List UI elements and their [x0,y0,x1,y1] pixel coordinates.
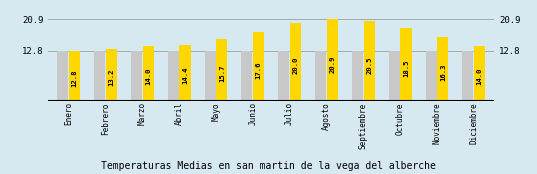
Bar [474,46,485,101]
Bar [241,51,252,101]
Bar [131,51,142,101]
Bar [143,46,154,101]
Bar [216,39,227,101]
Text: 17.6: 17.6 [256,61,262,79]
Bar [364,21,375,101]
Text: 13.2: 13.2 [108,69,114,86]
Text: 20.9: 20.9 [329,55,335,73]
Bar [389,51,400,101]
Text: 14.4: 14.4 [182,67,188,84]
Text: 20.5: 20.5 [366,56,372,74]
Bar [94,51,105,101]
Bar [290,23,301,101]
Text: 18.5: 18.5 [403,60,409,77]
Text: 15.7: 15.7 [219,65,225,82]
Text: 16.3: 16.3 [440,64,446,81]
Bar [462,51,474,101]
Text: 12.8: 12.8 [71,70,77,87]
Text: Temperaturas Medias en san martin de la vega del alberche: Temperaturas Medias en san martin de la … [101,161,436,171]
Bar [69,51,80,101]
Bar [57,51,68,101]
Bar [168,51,179,101]
Text: 14.0: 14.0 [145,68,151,85]
Bar [106,49,117,101]
Bar [327,19,338,101]
Bar [278,51,289,101]
Bar [205,51,215,101]
Bar [425,51,437,101]
Bar [179,45,191,101]
Bar [315,51,326,101]
Bar [352,51,363,101]
Bar [253,32,264,101]
Text: 14.0: 14.0 [477,68,483,85]
Bar [401,29,411,101]
Text: 20.0: 20.0 [293,57,299,74]
Bar [437,37,448,101]
